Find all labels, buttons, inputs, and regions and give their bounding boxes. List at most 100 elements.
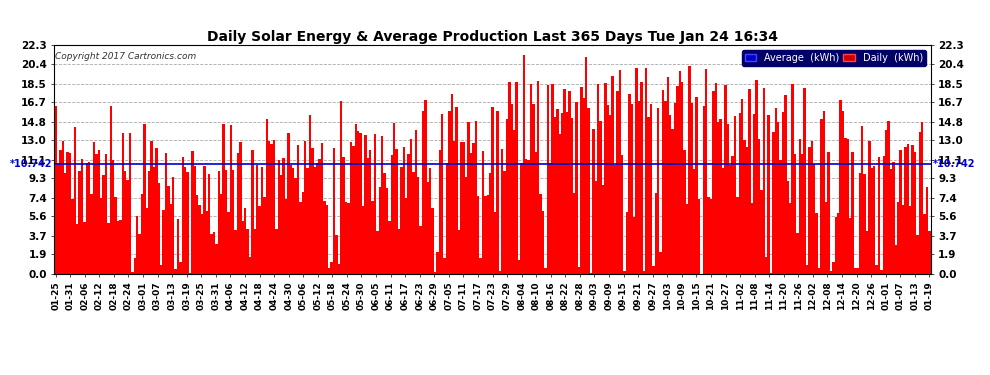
Bar — [369, 150, 371, 274]
Bar — [659, 252, 661, 274]
Bar — [895, 244, 897, 274]
Bar — [863, 174, 866, 274]
Bar — [520, 164, 523, 274]
Bar — [403, 147, 405, 274]
Bar — [796, 232, 799, 274]
Title: Daily Solar Energy & Average Production Last 365 Days Tue Jan 24 16:34: Daily Solar Energy & Average Production … — [207, 30, 778, 44]
Bar — [631, 105, 633, 274]
Bar — [211, 234, 213, 274]
Bar — [441, 114, 444, 274]
Bar — [132, 272, 134, 274]
Bar — [179, 262, 182, 274]
Bar — [444, 258, 446, 274]
Bar — [437, 252, 439, 274]
Bar — [328, 268, 331, 274]
Bar — [448, 111, 450, 274]
Bar — [816, 213, 818, 274]
Bar — [446, 163, 448, 274]
Bar — [263, 197, 265, 274]
Bar — [916, 235, 919, 274]
Bar — [307, 168, 309, 274]
Bar — [540, 194, 542, 274]
Bar — [772, 132, 774, 274]
Bar — [61, 141, 64, 274]
Bar — [311, 148, 314, 274]
Bar — [343, 157, 345, 274]
Bar — [649, 104, 652, 274]
Bar — [76, 225, 78, 274]
Bar — [813, 164, 816, 274]
Bar — [774, 108, 777, 274]
Bar — [741, 99, 743, 274]
Bar — [765, 256, 767, 274]
Bar — [661, 90, 664, 274]
Bar — [285, 199, 287, 274]
Bar — [64, 173, 66, 274]
Bar — [602, 184, 604, 274]
Bar — [218, 171, 220, 274]
Text: Copyright 2017 Cartronics.com: Copyright 2017 Cartronics.com — [55, 52, 197, 61]
Bar — [674, 103, 676, 274]
Bar — [415, 130, 417, 274]
Bar — [474, 121, 477, 274]
Bar — [273, 141, 275, 274]
Bar — [794, 154, 796, 274]
Bar — [556, 110, 558, 274]
Bar — [902, 205, 904, 274]
Bar — [357, 131, 359, 274]
Bar — [124, 171, 127, 274]
Bar — [585, 57, 587, 274]
Bar — [755, 80, 757, 274]
Bar — [208, 174, 211, 274]
Bar — [643, 271, 644, 274]
Bar — [452, 141, 455, 274]
Bar — [904, 147, 907, 274]
Bar — [477, 196, 479, 274]
Bar — [112, 160, 115, 274]
Bar — [525, 159, 528, 274]
Bar — [115, 198, 117, 274]
Bar — [390, 155, 393, 274]
Bar — [518, 260, 520, 274]
Bar — [732, 156, 734, 274]
Bar — [95, 154, 98, 274]
Bar — [575, 102, 578, 274]
Bar — [861, 126, 863, 274]
Bar — [122, 133, 124, 274]
Bar — [803, 88, 806, 274]
Bar — [88, 162, 90, 274]
Bar — [722, 168, 724, 274]
Bar — [248, 256, 251, 274]
Bar — [136, 216, 139, 274]
Bar — [177, 219, 179, 274]
Bar — [777, 122, 779, 274]
Bar — [892, 162, 895, 274]
Bar — [868, 141, 870, 274]
Bar — [729, 165, 732, 274]
Bar — [432, 208, 434, 274]
Bar — [748, 89, 750, 274]
Text: *10.742: *10.742 — [933, 159, 975, 168]
Bar — [715, 82, 717, 274]
Bar — [628, 93, 631, 274]
Bar — [530, 84, 533, 274]
Bar — [83, 222, 86, 274]
Bar — [155, 148, 157, 274]
Bar — [326, 205, 328, 274]
Bar — [842, 111, 844, 274]
Bar — [683, 150, 686, 274]
Bar — [405, 198, 407, 274]
Bar — [705, 69, 708, 274]
Bar — [693, 169, 695, 274]
Bar — [737, 196, 739, 274]
Bar — [309, 116, 311, 274]
Bar — [806, 265, 808, 274]
Bar — [206, 211, 208, 274]
Bar — [570, 118, 573, 274]
Bar — [501, 149, 503, 274]
Bar — [366, 158, 369, 274]
Bar — [117, 220, 119, 274]
Bar — [873, 166, 875, 274]
Bar — [565, 112, 568, 274]
Bar — [361, 206, 364, 274]
